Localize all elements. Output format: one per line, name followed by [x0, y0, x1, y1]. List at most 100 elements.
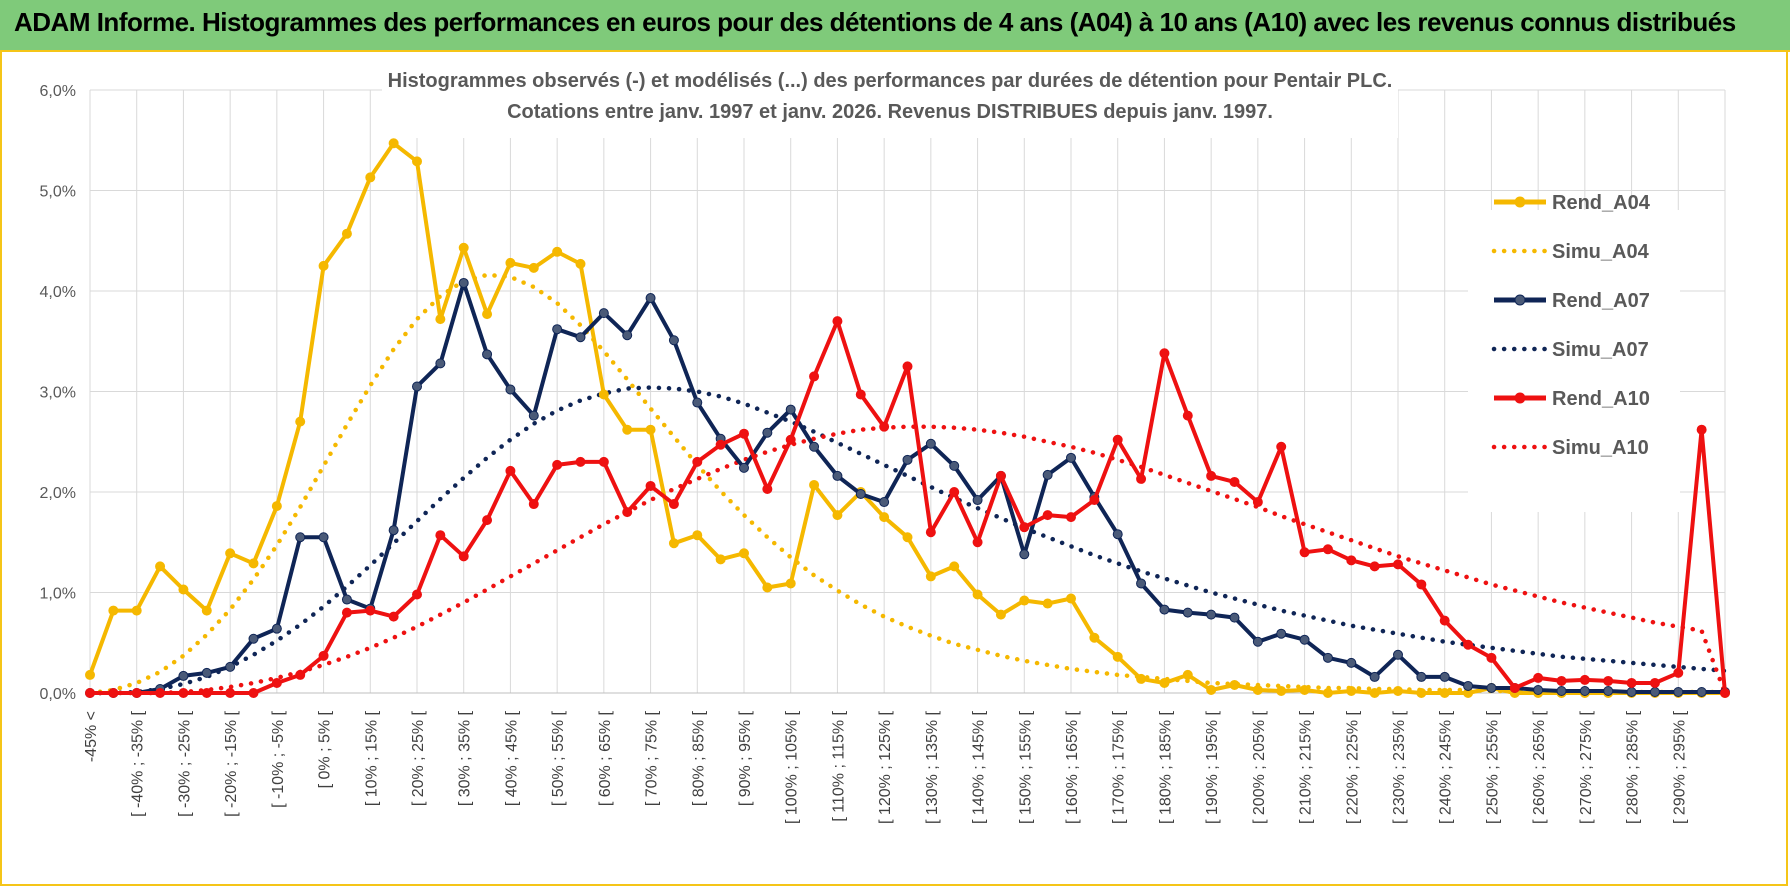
data-point-rend_a07 — [925, 438, 936, 449]
data-point-rend_a07 — [809, 441, 820, 452]
data-point-rend_a10 — [341, 607, 352, 618]
x-tick-label: [ 200% ; 205% [ — [1251, 710, 1268, 824]
data-point-rend_a07 — [1486, 682, 1497, 693]
legend-label: Simu_A07 — [1552, 339, 1649, 361]
data-point-rend_a10 — [1533, 672, 1544, 683]
x-tick-label: [ 150% ; 155% [ — [1017, 710, 1034, 824]
data-point-rend_a10 — [995, 470, 1006, 481]
data-point-rend_a07 — [458, 277, 469, 288]
data-point-rend_a04 — [1322, 688, 1333, 698]
data-point-rend_a07 — [972, 495, 983, 506]
data-point-rend_a07 — [1066, 452, 1076, 463]
data-point-rend_a04 — [1159, 677, 1170, 688]
data-point-rend_a04 — [1393, 685, 1403, 696]
data-point-rend_a07 — [1206, 609, 1217, 620]
data-point-rend_a10 — [1229, 476, 1240, 487]
x-tick-label: [ 90% ; 95% [ — [737, 710, 754, 806]
x-tick-label: [ 250% ; 255% [ — [1484, 710, 1501, 824]
grid — [89, 89, 1726, 694]
legend-label: Rend_A10 — [1552, 388, 1650, 410]
data-point-rend_a07 — [1416, 671, 1427, 682]
data-point-rend_a10 — [1579, 674, 1590, 685]
data-point-rend_a07 — [201, 667, 212, 678]
data-point-rend_a10 — [972, 537, 983, 548]
data-point-rend_a10 — [365, 605, 376, 616]
data-point-rend_a07 — [762, 427, 773, 438]
data-point-rend_a10 — [1089, 495, 1100, 506]
data-point-rend_a10 — [1042, 510, 1053, 521]
data-point-rend_a04 — [1369, 688, 1380, 698]
data-point-rend_a10 — [1486, 652, 1497, 663]
data-point-rend_a10 — [809, 371, 820, 382]
x-tick-label: [ 60% ; 65% [ — [597, 710, 614, 806]
data-point-rend_a04 — [902, 532, 913, 543]
data-point-rend_a07 — [1626, 686, 1637, 697]
legend-label: Simu_A10 — [1552, 437, 1649, 459]
data-point-rend_a04 — [108, 605, 119, 616]
data-point-rend_a04 — [1276, 685, 1287, 696]
data-point-rend_a07 — [528, 410, 539, 421]
data-point-rend_a10 — [1649, 677, 1660, 688]
data-point-rend_a04 — [1252, 684, 1263, 695]
data-point-rend_a10 — [925, 527, 936, 538]
data-point-rend_a04 — [715, 554, 726, 565]
data-point-rend_a07 — [505, 384, 516, 395]
data-point-rend_a07 — [902, 454, 913, 465]
chart-title: Histogrammes observés (-) et modélisés (… — [388, 70, 1393, 92]
series-line-simu_a07 — [87, 385, 1728, 696]
data-point-rend_a04 — [225, 548, 236, 559]
histogram-chart: 0,0% 1,0% 2,0% 3,0% 4,0% 5,0% 6,0% -45% < [ -40… — [40, 62, 1730, 824]
data-point-rend_a10 — [785, 434, 796, 445]
data-point-rend_a07 — [388, 525, 399, 536]
data-point-rend_a07 — [1182, 607, 1193, 618]
data-point-rend_a10 — [178, 688, 189, 698]
x-tick-label: [ 0% ; 5% [ — [317, 710, 334, 788]
data-point-rend_a10 — [1626, 677, 1637, 688]
data-point-rend_a07 — [692, 397, 703, 408]
data-point-rend_a10 — [598, 456, 609, 467]
data-point-rend_a10 — [505, 465, 516, 476]
data-point-rend_a10 — [1556, 675, 1567, 686]
data-point-rend_a10 — [552, 459, 563, 470]
data-point-rend_a04 — [622, 424, 633, 435]
data-point-rend_a07 — [1252, 636, 1263, 647]
data-point-rend_a07 — [1042, 469, 1053, 480]
data-point-rend_a07 — [622, 330, 633, 341]
data-point-rend_a07 — [1159, 604, 1170, 615]
data-point-rend_a04 — [435, 314, 446, 325]
data-point-rend_a07 — [949, 460, 960, 471]
data-point-rend_a04 — [365, 172, 376, 183]
data-point-rend_a07 — [225, 661, 236, 672]
data-point-rend_a10 — [1019, 522, 1030, 533]
x-tick-label: [ 170% ; 175% [ — [1111, 710, 1128, 824]
data-point-rend_a10 — [1439, 615, 1450, 626]
y-tick-label: 5,0% — [40, 184, 76, 201]
data-point-rend_a07 — [412, 381, 422, 392]
x-tick-label: [ 230% ; 235% [ — [1391, 710, 1408, 824]
data-point-rend_a04 — [155, 561, 166, 572]
data-point-rend_a04 — [505, 257, 516, 268]
data-point-rend_a04 — [1182, 669, 1193, 680]
data-point-rend_a10 — [1346, 555, 1357, 566]
data-point-rend_a04 — [552, 246, 563, 257]
chart-container: 0,0% 1,0% 2,0% 3,0% 4,0% 5,0% 6,0% -45% < [ -40… — [0, 52, 1790, 888]
legend-marker — [1514, 294, 1526, 306]
data-point-rend_a04 — [85, 669, 95, 680]
x-tick-label: [ 70% ; 75% [ — [644, 710, 661, 806]
data-point-rend_a10 — [1252, 497, 1263, 508]
x-tick-label: [ 160% ; 165% [ — [1064, 710, 1081, 824]
data-point-rend_a04 — [832, 510, 843, 521]
page-title: ADAM Informe. Histogrammes des performan… — [14, 7, 1736, 37]
legend: Rend_A04 Simu_A04 Rend_A07 Simu_A07 Rend_A10… — [1468, 192, 1680, 512]
data-point-rend_a10 — [1066, 512, 1076, 523]
data-point-rend_a04 — [972, 589, 983, 600]
x-tick-label: [ 110% ; 115% [ — [830, 710, 847, 821]
data-point-rend_a04 — [131, 605, 142, 616]
x-tick-label: -45% < — [83, 711, 100, 762]
data-point-rend_a04 — [482, 309, 493, 320]
data-point-rend_a10 — [318, 650, 329, 661]
data-point-rend_a10 — [1206, 470, 1217, 481]
data-point-rend_a10 — [1393, 559, 1403, 570]
data-point-rend_a04 — [575, 258, 586, 269]
x-tick-label: [ 120% ; 125% [ — [877, 710, 894, 824]
